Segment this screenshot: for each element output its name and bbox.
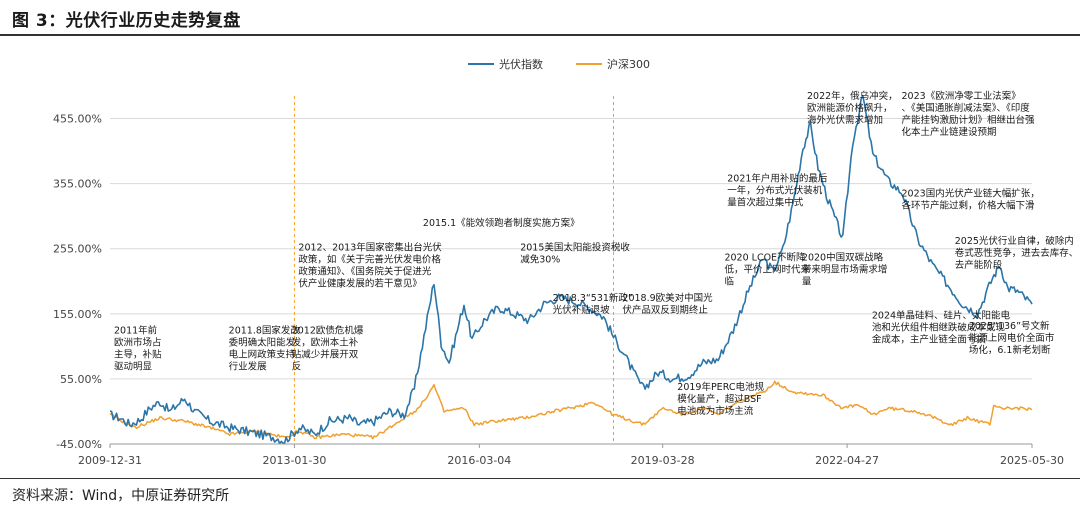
annotation: 2018.3“531新政”光伏补贴退坡 (553, 292, 633, 316)
vertical-marker-layer (293, 96, 615, 444)
annotation-line: 2012欧债危机爆 (292, 324, 364, 336)
annotation-line: 2015美国太阳能投资税收 (520, 242, 630, 254)
annotation-line: 2025光伏行业自律，破除内 (955, 235, 1074, 247)
photovoltaic-history-chart: -45.00% 55.00% 155.00% 255.00% 355.00% 455.00… (53, 57, 1078, 467)
annotation: 2012、2013年国家密集出台光伏政策，如《关于完善光伏发电价格政策通知》、《… (298, 242, 442, 290)
annotation-line: 电池成为市场主流 (677, 405, 754, 417)
annotation-line: 一年，分布式光伏装机 (727, 185, 823, 197)
y-tick-label: 155.00% (53, 308, 102, 321)
series-line-pv-index (109, 94, 1033, 445)
series-line-hs300 (109, 380, 1033, 440)
annotation-line: 2023《欧洲净零工业法案》 (902, 90, 1021, 102)
series-layer (109, 94, 1033, 445)
annotation-line: 委明确太阳能发 (229, 336, 296, 348)
annotation-line: 量首次超过集中式 (727, 197, 804, 209)
annotation: 2015.1《能效领跑者制度实施方案》 (423, 217, 580, 229)
annotation-line: 伏产业健康发展的若干意见》 (298, 278, 422, 290)
annotation-line: 2015.1《能效领跑者制度实施方案》 (423, 217, 580, 229)
annotation-line: 欧洲能源价格飙升， (807, 102, 893, 114)
annotation-line: 2020中国双碳战略 (802, 251, 884, 263)
annotation-line: 2021年户用补贴的最后 (727, 173, 828, 185)
annotation-line: 欧洲市场占 (114, 336, 162, 348)
x-tick-label: 2013-01-30 (262, 454, 326, 467)
annotation-line: 临 (724, 275, 734, 287)
annotation-line: 政策通知》、《国务院关于促进光 (298, 266, 432, 278)
annotation-line: 池和光伏组件相继跌破成本或现 (872, 321, 1006, 333)
annotation-line: 2012、2013年国家密集出台光伏 (298, 242, 442, 254)
x-tick-label: 2019-03-28 (631, 454, 695, 467)
x-tick-label: 2025-05-30 (1000, 454, 1064, 467)
annotation-line: 2018.9欧美对中国光 (622, 292, 713, 304)
legend-entry: 光伏指数 (499, 57, 543, 71)
annotation-line: 带来明显市场需求增 (802, 263, 888, 275)
y-tick-label: 255.00% (53, 243, 102, 256)
annotation-line: 2023国内光伏产业链大幅扩张， (902, 188, 1040, 200)
annotation: 2023国内光伏产业链大幅扩张，各环节产能过剩，价格大幅下滑 (902, 188, 1040, 212)
annotation-line: 反 (292, 361, 302, 372)
annotation-line: 驱动明显 (114, 361, 153, 372)
annotation-line: 政策，如《关于完善光伏发电价格 (298, 254, 441, 266)
legend: 光伏指数 沪深300 (468, 57, 650, 71)
annotation-line: 量 (802, 276, 812, 287)
annotation-line: 模化量产，超过BSF (677, 393, 761, 405)
annotation-line: 2025“136”号文新 (969, 320, 1050, 332)
grid-layer (110, 118, 1032, 445)
annotation-line: 主导，补贴 (114, 348, 162, 360)
annotation-line: 贴减少并展开双 (292, 348, 359, 360)
title-rule (0, 34, 1080, 36)
annotation-line: 2019年PERC电池规 (677, 381, 764, 393)
figure-title: 图 3：光伏行业历史走势复盘 (12, 11, 241, 31)
annotation-line: 金成本，主产业链全面亏损 (872, 333, 987, 345)
source-note: 资料来源：Wind，中原证券研究所 (12, 488, 230, 504)
legend-entry: 沪深300 (607, 57, 650, 71)
annotation-line: 电上网政策支持 (229, 348, 296, 360)
annotation-line: 海外光伏需求增加 (807, 114, 883, 126)
y-tick-label: -45.00% (56, 438, 102, 451)
y-tick-label: 55.00% (60, 373, 102, 386)
annotation: 2024单晶硅料、硅片、太阳能电池和光伏组件相继跌破成本或现金成本，主产业链全面… (872, 309, 1011, 345)
annotation: 2022年，俄乌冲突，欧洲能源价格飙升，海外光伏需求增加 (807, 90, 898, 126)
y-tick-label: 455.00% (53, 113, 102, 126)
annotation-line: 能源上网电价全面市 (969, 332, 1055, 344)
annotation-line: 去产能阶段 (955, 259, 1003, 271)
annotation-line: 卷式恶性竞争，进去去库存、 (955, 247, 1079, 259)
x-tick-label: 2022-04-27 (815, 454, 879, 467)
annotation-line: 光伏补贴退坡 (553, 304, 611, 316)
source-rule (0, 478, 1080, 479)
annotation-line: 各环节产能过剩，价格大幅下滑 (902, 200, 1036, 212)
x-tick-label: 2009-12-31 (78, 454, 142, 467)
annotation-line: 2022年，俄乌冲突， (807, 90, 898, 102)
annotation: 2023《欧洲净零工业法案》、《美国通胀削减法案》、《印度产能挂钩激励计划》相继… (902, 90, 1036, 138)
annotation-line: 行业发展 (229, 360, 268, 372)
y-tick-label: 355.00% (53, 178, 102, 191)
annotation-line: 化本土产业链建设预期 (902, 126, 997, 138)
annotation-line: 2018.3“531新政” (553, 292, 633, 304)
annotation-line: 发，欧洲本土补 (292, 336, 359, 348)
annotation-line: 2020 LCOE不断降 (724, 251, 806, 263)
annotation-line: 2011年前 (114, 324, 157, 336)
x-tick-label: 2016-03-04 (447, 454, 511, 467)
annotation-line: 2011.8国家发改 (229, 324, 301, 336)
annotation-line: 产能挂钩激励计划》相继出台强 (902, 114, 1036, 126)
annotation-line: 场化，6.1新老划断 (969, 344, 1051, 356)
annotation-line: 减免30% (520, 254, 560, 266)
annotation-line: 2024单晶硅料、硅片、太阳能电 (872, 309, 1011, 321)
annotation-line: 、《美国通胀削减法案》、《印度 (902, 102, 1031, 114)
axis-layer: -45.00% 55.00% 155.00% 255.00% 355.00% 455.00… (53, 113, 1064, 467)
annotation-line: 伏产品双反到期终止 (622, 304, 708, 316)
annotation-line: 低，平价上网时代来 (724, 263, 810, 275)
